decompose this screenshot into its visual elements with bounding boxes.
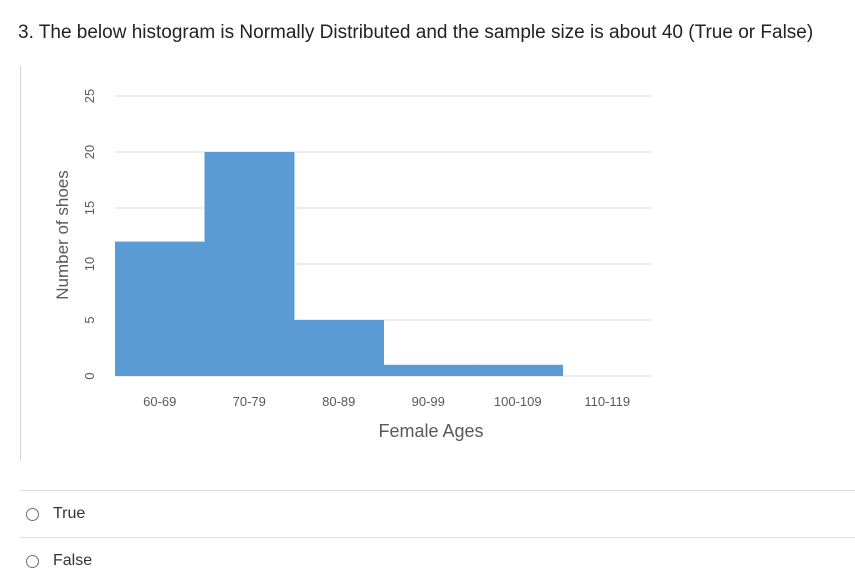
x-tick-label-90-99: 90-99: [412, 394, 445, 409]
y-tick-label-5: 5: [82, 316, 97, 323]
y-tick-labels: 0 5 10 15 20 25: [82, 89, 97, 380]
x-tick-labels: 60-69 70-79 80-89 90-99 100-109 110-119: [143, 394, 630, 409]
x-tick-label-70-79: 70-79: [233, 394, 266, 409]
chart-left-border: [20, 66, 21, 461]
bar-100-109: [473, 364, 563, 376]
answer-option-false[interactable]: False: [20, 537, 855, 584]
question-text: 3. The below histogram is Normally Distr…: [18, 22, 814, 43]
x-tick-label-110-119: 110-119: [584, 394, 630, 409]
y-tick-label-20: 20: [82, 145, 97, 159]
y-tick-label-15: 15: [82, 201, 97, 215]
y-axis-title: Number of shoes: [53, 170, 72, 299]
x-tick-label-100-109: 100-109: [494, 394, 542, 409]
answer-option-true[interactable]: True: [20, 490, 855, 537]
bar-90-99: [383, 364, 474, 376]
x-tick-label-60-69: 60-69: [143, 394, 176, 409]
y-tick-label-0: 0: [82, 372, 97, 379]
answer-label-false: False: [53, 552, 93, 569]
answer-options: True False: [20, 490, 855, 584]
radio-false[interactable]: [26, 554, 39, 568]
x-tick-label-80-89: 80-89: [322, 394, 355, 409]
bar-70-79: [204, 152, 295, 376]
answer-label-true: True: [53, 505, 86, 522]
histogram-chart: 0 5 10 15 20 25 60-69 70-79 80-89 90-99 100-109 11…: [53, 89, 652, 441]
bar-60-69: [115, 241, 205, 376]
bar-80-89: [294, 320, 384, 376]
y-tick-label-25: 25: [82, 89, 97, 103]
y-tick-label-10: 10: [82, 257, 97, 271]
bars: [115, 152, 563, 376]
radio-true[interactable]: [26, 507, 39, 521]
x-axis-title: Female Ages: [378, 421, 483, 441]
